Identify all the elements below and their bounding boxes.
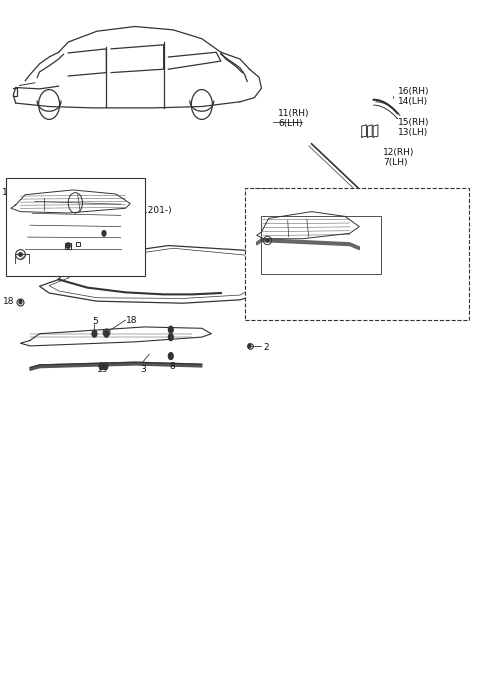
Text: (C-TYPE): (C-TYPE) [252,188,295,197]
Text: 17: 17 [2,188,13,197]
Polygon shape [257,239,360,250]
Text: 18: 18 [3,297,14,306]
Circle shape [168,353,173,360]
Text: 11(RH)
6(LH): 11(RH) 6(LH) [278,109,310,129]
Text: 3: 3 [141,365,146,374]
Polygon shape [39,246,297,303]
Polygon shape [257,212,360,239]
FancyBboxPatch shape [6,178,144,276]
Circle shape [66,243,70,249]
FancyBboxPatch shape [245,188,469,320]
Circle shape [92,330,97,337]
Text: 5: 5 [92,317,98,326]
Text: 2: 2 [263,343,268,352]
Text: 4
(031201-): 4 (031201-) [127,195,171,215]
Circle shape [168,334,173,340]
Polygon shape [30,362,202,370]
Text: (050701-050714): (050701-050714) [250,195,322,204]
Text: 18: 18 [126,316,138,325]
Text: REF.60-660: REF.60-660 [288,267,338,276]
Text: 16(RH)
14(LH): 16(RH) 14(LH) [397,86,429,106]
Circle shape [102,231,106,236]
Text: 10: 10 [75,238,87,247]
Circle shape [99,363,104,370]
Text: 4: 4 [307,204,312,213]
Circle shape [103,363,108,370]
Text: 8: 8 [169,362,175,371]
Polygon shape [11,190,130,213]
Text: 12(RH)
7(LH): 12(RH) 7(LH) [383,148,415,167]
Text: 1: 1 [115,227,120,236]
Text: 9: 9 [40,263,46,272]
Circle shape [248,344,251,348]
Text: 17: 17 [250,219,261,228]
Text: 15(RH)
13(LH): 15(RH) 13(LH) [397,118,429,138]
Circle shape [104,330,109,337]
Circle shape [168,326,173,333]
Text: 19: 19 [97,365,108,374]
Polygon shape [21,327,211,346]
Circle shape [19,300,22,304]
